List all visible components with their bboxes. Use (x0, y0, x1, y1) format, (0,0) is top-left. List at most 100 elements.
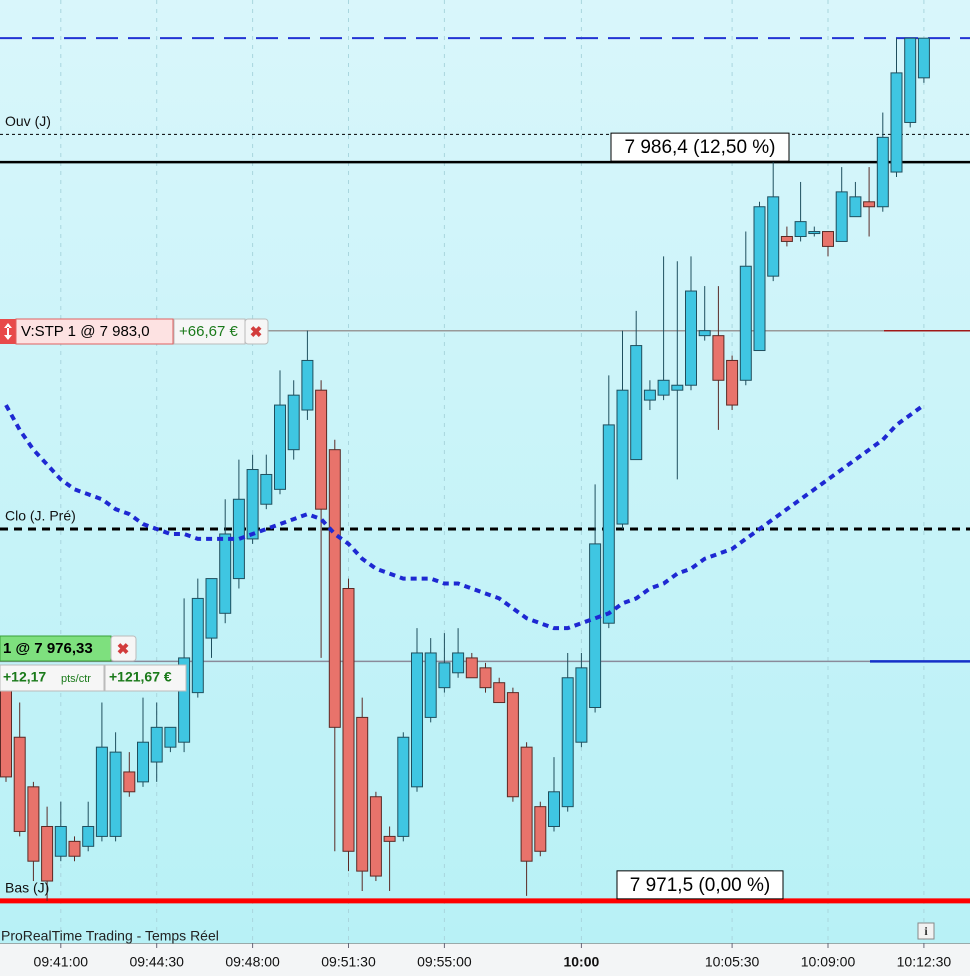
candle-body (849, 196, 862, 218)
x-tick-label: 09:51:30 (321, 954, 376, 970)
candle-body (630, 345, 643, 461)
candle-body (534, 806, 547, 852)
level-label: Ouv (J) (5, 113, 51, 129)
level-label: Bas (J) (5, 880, 49, 896)
candle-body (794, 221, 807, 237)
overlay: Ouv (J) 7 986,4 (12,50 %) Clo (J. Pré) Bas … (4, 113, 926, 900)
candle-body (493, 682, 506, 704)
candle-body (27, 786, 40, 862)
candle-body (383, 835, 396, 842)
info-icon: i (924, 924, 928, 938)
candle-body (657, 379, 670, 396)
plot-background (0, 0, 970, 943)
stop-order-tag[interactable]: V:STP 1 @ 7 983,0 +66,67 € ✖ (0, 318, 269, 345)
candle-body (438, 662, 451, 689)
candle-body (369, 796, 382, 877)
candle-body (863, 201, 876, 208)
candle-body (643, 389, 656, 401)
candle-body (274, 404, 286, 490)
level-price-label: 7 986,4 (12,50 %) (624, 137, 775, 158)
footer-text: ProRealTime Trading - Temps Réel (1, 928, 219, 944)
info-button[interactable] (917, 922, 935, 940)
candle-body (890, 72, 903, 173)
candle-body (411, 652, 423, 788)
candle-body (95, 746, 108, 837)
level-price-label: 7 971,5 (0,00 %) (630, 875, 770, 896)
candle-body (767, 196, 780, 277)
candle-body (780, 235, 793, 242)
candle-body (561, 677, 574, 808)
candle-body (904, 37, 917, 123)
candle-body (575, 667, 588, 743)
candle-body (0, 687, 12, 778)
position-points-unit: pts/ctr (61, 673, 91, 685)
candle-body (726, 359, 739, 406)
x-tick-label: 10:00 (563, 954, 599, 970)
candle-body (301, 359, 314, 411)
x-tick-label: 09:41:00 (34, 954, 89, 970)
level-label: Clo (J. Pré) (5, 508, 76, 524)
candle-body (342, 588, 355, 852)
candle-body (397, 736, 410, 837)
order-handle-icon (4, 323, 12, 340)
candle-body (589, 543, 602, 708)
candle-body (328, 449, 341, 728)
candle-body (260, 473, 273, 505)
x-tick-label: 10:09:00 (801, 954, 856, 970)
candle-body (68, 840, 81, 857)
grid (60, 0, 925, 948)
candle-body (520, 746, 533, 862)
candle-body (479, 667, 492, 689)
x-tick-label: 09:48:00 (225, 954, 280, 970)
candle-body (671, 384, 684, 391)
x-axis-band (0, 943, 970, 976)
candle-body (808, 231, 821, 235)
candle-body (917, 37, 930, 79)
candle-body (698, 330, 711, 337)
candle-body (82, 825, 95, 847)
candle-body (315, 389, 328, 510)
candle-body (287, 394, 300, 451)
moving-average (4, 403, 926, 631)
position-points-box (0, 664, 105, 692)
candle-body (548, 791, 560, 827)
candle-body (602, 424, 615, 624)
x-tick-label: 09:55:00 (417, 954, 472, 970)
candle-body (452, 652, 465, 674)
close-icon: ✖ (250, 324, 263, 341)
candle-body (246, 469, 259, 540)
position-gain-box (104, 664, 187, 692)
candle-body (356, 716, 369, 872)
position-tag[interactable]: 1 @ 7 976,33 ✖ +12,17 pts/ctr +121,67 € (0, 635, 187, 692)
x-tick-label: 10:12:30 (897, 954, 952, 970)
candle-body (205, 578, 218, 639)
level-price-box (616, 870, 784, 900)
candle-body (178, 657, 191, 743)
candle-body (753, 206, 766, 352)
candles (0, 37, 930, 901)
candle-body (822, 231, 834, 247)
candle-body (616, 389, 629, 525)
position-label: 1 @ 7 976,33 (3, 640, 93, 657)
candle-body (739, 265, 752, 381)
x-tick-label: 09:44:30 (129, 954, 184, 970)
candle-body (219, 533, 232, 614)
position-gain: +121,67 € (109, 669, 172, 685)
order-label: V:STP 1 @ 7 983,0 (21, 323, 150, 340)
candle-body (164, 726, 177, 748)
order-gain: +66,67 € (179, 323, 238, 340)
x-tick-label: 10:05:30 (705, 954, 760, 970)
levels (0, 37, 970, 904)
candle-body (150, 726, 163, 763)
position-close-button[interactable] (110, 635, 137, 662)
candle-body (465, 657, 478, 679)
candle-body (685, 290, 697, 386)
candle-body (109, 751, 122, 837)
candle-body (41, 825, 54, 882)
order-close-button[interactable] (244, 318, 269, 345)
close-icon: ✖ (117, 641, 130, 658)
candle-body (54, 825, 67, 857)
candle-body (506, 692, 519, 798)
